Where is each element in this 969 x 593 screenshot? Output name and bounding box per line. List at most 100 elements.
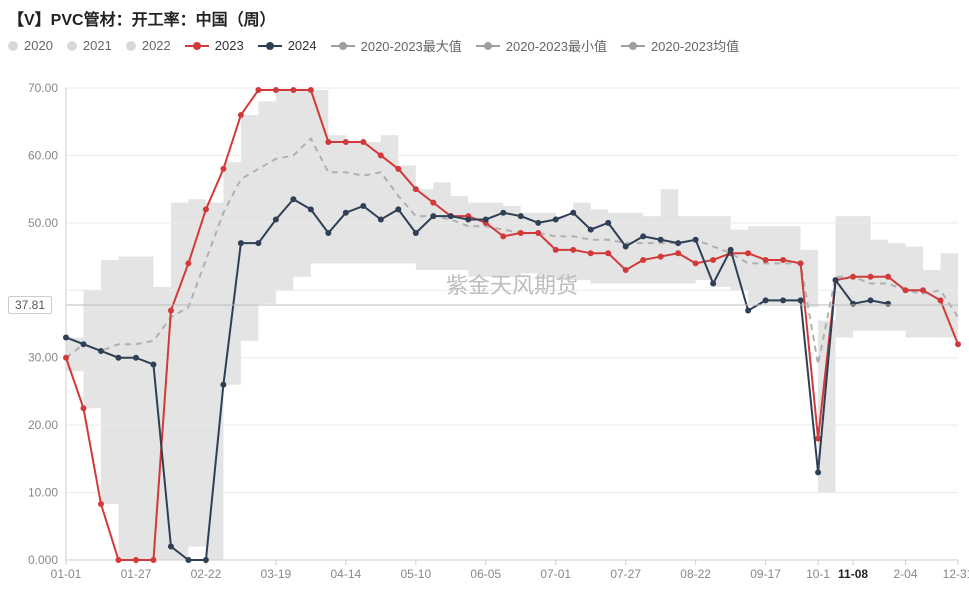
- y-tick-label: 30.00: [28, 351, 58, 365]
- y-tick-label: 10.00: [28, 486, 58, 500]
- series-2023-marker: [185, 260, 191, 266]
- series-2024-marker: [815, 469, 821, 475]
- legend-label: 2023: [215, 38, 244, 53]
- series-2024-marker: [833, 277, 839, 283]
- y-tick-label: 20.00: [28, 418, 58, 432]
- legend-item-2023[interactable]: 2023: [185, 38, 244, 53]
- series-2023-marker: [343, 139, 349, 145]
- series-2024-marker: [395, 206, 401, 212]
- series-2024-marker: [798, 297, 804, 303]
- series-2023-marker: [203, 206, 209, 212]
- x-tick-label-group: 02-22: [191, 567, 222, 581]
- series-2024-marker: [850, 301, 856, 307]
- series-2023-marker: [378, 152, 384, 158]
- x-tick-label-group: 05-10: [400, 567, 431, 581]
- x-tick-label-group: 01-27: [121, 567, 152, 581]
- series-2024-marker: [430, 213, 436, 219]
- series-2024-marker: [553, 216, 559, 222]
- series-2023-marker: [658, 254, 664, 260]
- series-2024-marker: [728, 247, 734, 253]
- series-2024-marker: [868, 297, 874, 303]
- chart-area: 0.00010.0020.0030.0050.0060.0070.0001-01…: [0, 70, 969, 593]
- series-2024-marker: [710, 281, 716, 287]
- x-tick-label: 06-05: [470, 567, 501, 581]
- series-2023-marker: [395, 166, 401, 172]
- x-tick-label: 01-27: [121, 567, 152, 581]
- x-tick-label: 09-17: [750, 567, 781, 581]
- series-2023-marker: [938, 297, 944, 303]
- x-tick-label: 2-04: [894, 567, 918, 581]
- series-2023-marker: [693, 260, 699, 266]
- x-tick-label-group: 08-22: [680, 567, 711, 581]
- series-2024-marker: [745, 308, 751, 314]
- series-2023-marker: [780, 257, 786, 263]
- y-tick-label: 0.000: [28, 553, 58, 567]
- chart-title: 【V】PVC管材：开工率：中国（周）: [0, 0, 969, 34]
- legend-item-min2020_23[interactable]: 2020-2023最小值: [476, 36, 607, 55]
- x-tick-label: 04-14: [330, 567, 361, 581]
- x-tick-label: 01-01: [51, 567, 82, 581]
- legend-item-2024[interactable]: 2024: [258, 38, 317, 53]
- series-2024-marker: [115, 355, 121, 361]
- series-2023-marker: [80, 405, 86, 411]
- series-2023-marker: [885, 274, 891, 280]
- x-tick-label-group: 10-1: [806, 567, 830, 581]
- series-2024-marker: [378, 216, 384, 222]
- y-tick-label: 70.00: [28, 81, 58, 95]
- series-2024-marker: [483, 216, 489, 222]
- x-tick-label: 10-1: [806, 567, 830, 581]
- series-2024-marker: [605, 220, 611, 226]
- x-tick-label: 07-01: [540, 567, 571, 581]
- series-2023-marker: [920, 287, 926, 293]
- series-2024-marker: [150, 361, 156, 367]
- series-2024-marker: [80, 341, 86, 347]
- series-2023-marker: [133, 557, 139, 563]
- series-2024-marker: [133, 355, 139, 361]
- x-tick-label: 12-31: [943, 567, 969, 581]
- legend-item-max2020_23[interactable]: 2020-2023最大值: [331, 36, 462, 55]
- series-2024-marker: [780, 297, 786, 303]
- x-tick-label-group: 09-17: [750, 567, 781, 581]
- series-2024-marker: [693, 237, 699, 243]
- series-2023-marker: [63, 355, 69, 361]
- legend-label: 2020: [24, 38, 53, 53]
- series-2023-marker: [553, 247, 559, 253]
- series-2024-marker: [98, 348, 104, 354]
- series-2023-marker: [325, 139, 331, 145]
- series-2023-marker: [360, 139, 366, 145]
- series-2024-marker: [448, 213, 454, 219]
- series-2023-marker: [238, 112, 244, 118]
- chart-svg: 0.00010.0020.0030.0050.0060.0070.0001-01…: [0, 70, 969, 593]
- series-2023-marker: [955, 341, 961, 347]
- series-2024-marker: [203, 557, 209, 563]
- series-2023-marker: [168, 308, 174, 314]
- x-tick-label-group: 2-04: [894, 567, 918, 581]
- series-2023-marker: [605, 250, 611, 256]
- series-2024-marker: [220, 382, 226, 388]
- series-2023-marker: [308, 87, 314, 93]
- series-2024-marker: [273, 216, 279, 222]
- series-2023-marker: [745, 250, 751, 256]
- x-tick-label: 07-27: [610, 567, 641, 581]
- page-root: 【V】PVC管材：开工率：中国（周） 2020 2021 2022 2023 2024 2…: [0, 0, 969, 593]
- series-2024-marker: [238, 240, 244, 246]
- x-tick-label-group: 07-27: [610, 567, 641, 581]
- legend-item-2021[interactable]: 2021: [67, 38, 112, 53]
- series-2023-marker: [640, 257, 646, 263]
- legend-item-2020[interactable]: 2020: [8, 38, 53, 53]
- legend-swatch-icon: [258, 41, 282, 51]
- legend-label: 2024: [288, 38, 317, 53]
- series-2024-marker: [518, 213, 524, 219]
- series-2023-marker: [798, 260, 804, 266]
- series-2023-marker: [675, 250, 681, 256]
- series-2023-marker: [570, 247, 576, 253]
- x-tick-label: 05-10: [400, 567, 431, 581]
- x-tick-label-group: 12-31: [943, 567, 969, 581]
- series-2023-marker: [290, 87, 296, 93]
- series-2023-marker: [903, 287, 909, 293]
- legend-item-mean2020_23[interactable]: 2020-2023均值: [621, 36, 739, 55]
- x-tick-label: 11-08: [838, 567, 868, 581]
- legend-item-2022[interactable]: 2022: [126, 38, 171, 53]
- legend-label: 2022: [142, 38, 171, 53]
- series-2024-marker: [500, 210, 506, 216]
